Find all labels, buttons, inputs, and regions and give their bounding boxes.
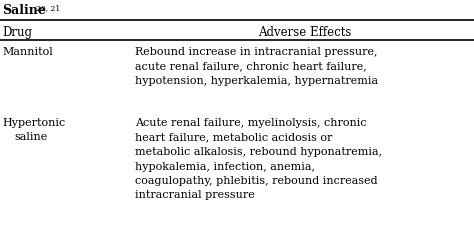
- Text: metabolic alkalosis, rebound hyponatremia,: metabolic alkalosis, rebound hyponatremi…: [135, 147, 382, 157]
- Text: Adverse Effects: Adverse Effects: [258, 26, 351, 39]
- Text: hypokalemia, infection, anemia,: hypokalemia, infection, anemia,: [135, 161, 315, 172]
- Text: acute renal failure, chronic heart failure,: acute renal failure, chronic heart failu…: [135, 62, 367, 71]
- Text: Acute renal failure, myelinolysis, chronic: Acute renal failure, myelinolysis, chron…: [135, 118, 367, 128]
- Text: coagulopathy, phlebitis, rebound increased: coagulopathy, phlebitis, rebound increas…: [135, 176, 378, 186]
- Text: heart failure, metabolic acidosis or: heart failure, metabolic acidosis or: [135, 132, 332, 143]
- Text: intracranial pressure: intracranial pressure: [135, 190, 255, 200]
- Text: hypotension, hyperkalemia, hypernatremia: hypotension, hyperkalemia, hypernatremia: [135, 76, 378, 86]
- Text: Saline: Saline: [2, 4, 46, 17]
- Text: Drug: Drug: [2, 26, 32, 39]
- Text: 20, 21: 20, 21: [36, 4, 61, 12]
- Text: Rebound increase in intracranial pressure,: Rebound increase in intracranial pressur…: [135, 47, 378, 57]
- Text: saline: saline: [14, 132, 47, 143]
- Text: Mannitol: Mannitol: [2, 47, 53, 57]
- Text: Hypertonic: Hypertonic: [2, 118, 65, 128]
